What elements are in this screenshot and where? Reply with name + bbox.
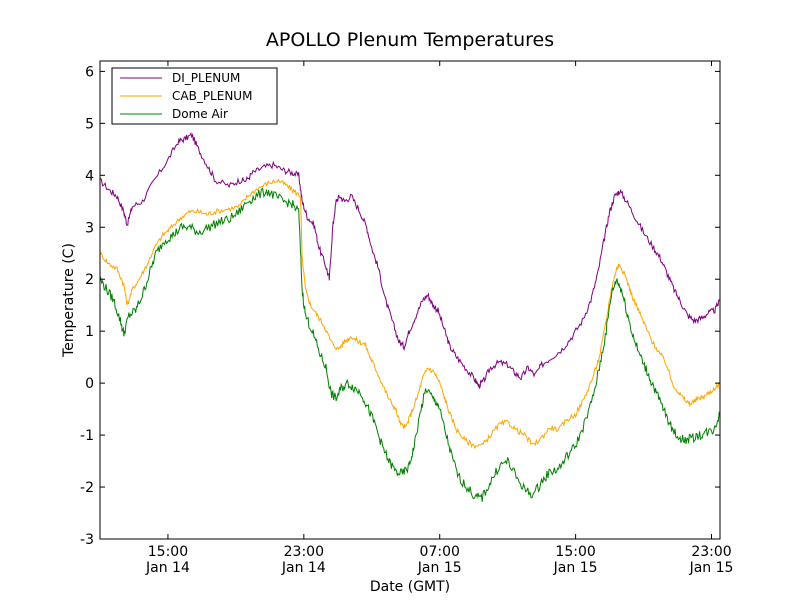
legend: DI_PLENUM CAB_PLENUM Dome Air xyxy=(111,67,278,125)
x-tick-label-date: Jan 15 xyxy=(689,560,734,576)
x-axis-label: Date (GMT) xyxy=(370,579,450,595)
plot-frame xyxy=(99,60,721,540)
series-line-dome-air xyxy=(99,187,721,502)
x-tick-label-time: 07:00 xyxy=(420,544,460,560)
legend-label: Dome Air xyxy=(172,107,228,121)
x-tick-label-time: 23:00 xyxy=(691,544,731,560)
y-tick-label: 6 xyxy=(85,64,94,80)
y-tick-label: 2 xyxy=(85,272,94,288)
x-tick-label-date: Jan 15 xyxy=(553,560,598,576)
series-line-di-plenum xyxy=(99,131,720,390)
y-tick-label: 4 xyxy=(85,168,94,184)
y-tick-label: -2 xyxy=(80,480,94,496)
y-tick-label: 3 xyxy=(85,220,94,236)
y-axis: -3 -2 -1 0 1 2 3 4 5 6 xyxy=(80,64,720,548)
chart-title: APOLLO Plenum Temperatures xyxy=(266,29,554,51)
y-tick-label: -3 xyxy=(80,532,94,548)
plot-lines xyxy=(99,131,721,502)
y-tick-label: -1 xyxy=(80,428,94,444)
legend-label: DI_PLENUM xyxy=(172,71,240,85)
y-tick-label: 1 xyxy=(85,324,94,340)
x-tick-label-date: Jan 14 xyxy=(281,560,326,576)
x-tick-label-date: Jan 14 xyxy=(145,560,190,576)
y-tick-label: 0 xyxy=(85,376,94,392)
x-tick-label-time: 15:00 xyxy=(148,544,188,560)
legend-label: CAB_PLENUM xyxy=(172,89,252,103)
y-axis-label: Temperature (C) xyxy=(61,243,77,358)
series-line-cab-plenum xyxy=(99,178,721,450)
x-tick-label-date: Jan 15 xyxy=(417,560,462,576)
x-tick-label-time: 15:00 xyxy=(555,544,595,560)
x-tick-label-time: 23:00 xyxy=(284,544,324,560)
y-tick-label: 5 xyxy=(85,116,94,132)
